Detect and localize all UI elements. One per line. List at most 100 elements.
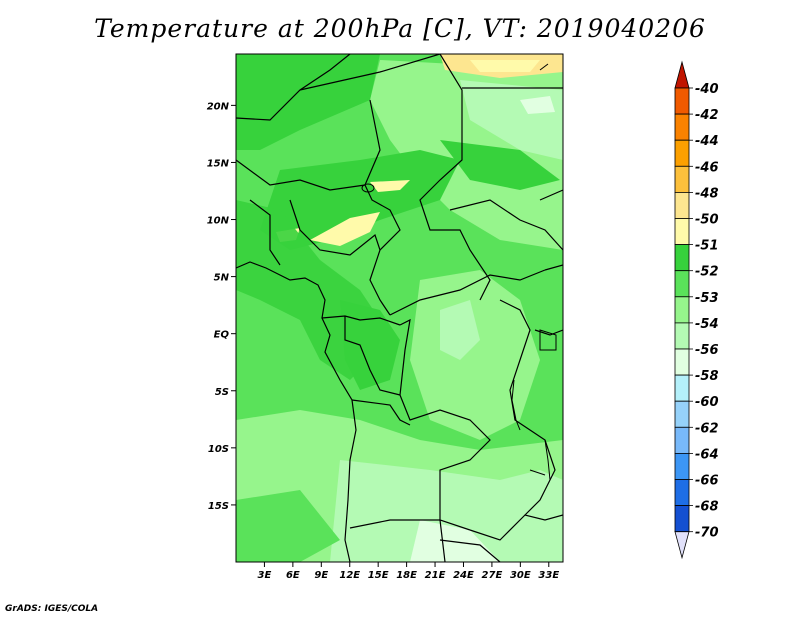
lon-tick-label: 33E bbox=[538, 570, 559, 581]
colorbar-swatch bbox=[674, 452, 690, 480]
lake-nasser bbox=[539, 63, 549, 71]
colorbar-label: -40 bbox=[695, 82, 719, 97]
lakes bbox=[361, 63, 557, 481]
border-niger-chad bbox=[364, 99, 401, 251]
field-east-pale bbox=[440, 300, 480, 360]
colorbar-swatch bbox=[674, 270, 690, 298]
colorbar-label: -50 bbox=[695, 213, 719, 228]
colorbar-label: -54 bbox=[695, 317, 719, 332]
colorbar-swatch bbox=[674, 296, 690, 324]
field-yellow-top-inner bbox=[470, 60, 540, 72]
border-mali-burkina-niger bbox=[236, 159, 366, 191]
colorbar-swatch bbox=[674, 191, 690, 219]
lat-tick-label: EQ bbox=[214, 330, 230, 341]
field-sahel-dark bbox=[260, 150, 460, 250]
colorbar-swatch bbox=[674, 348, 690, 376]
colorbar-top-arrow bbox=[674, 60, 690, 89]
colorbar: -40 -42 -44 -46 -48 -50 -51 -52 -53 -54 -56 -58 -60 -… bbox=[674, 60, 719, 560]
lat-tick-label: 20N bbox=[207, 101, 230, 112]
colorbar-label: -44 bbox=[695, 134, 719, 149]
colorbar-label: -56 bbox=[695, 343, 719, 358]
lon-tick-label: 18E bbox=[396, 570, 417, 581]
field-chad-dark bbox=[440, 140, 560, 190]
political-borders bbox=[236, 54, 563, 562]
colorbar-label: -51 bbox=[695, 239, 719, 254]
border-angola-north bbox=[351, 399, 411, 426]
colorbar-swatch bbox=[674, 165, 690, 193]
lon-tick-label: 15E bbox=[368, 570, 389, 581]
colorbar-swatch bbox=[674, 218, 690, 246]
field-n-dark bbox=[236, 54, 380, 150]
field-south-verypale bbox=[410, 520, 500, 562]
field-south-pale bbox=[330, 460, 563, 562]
field-ne-verypale bbox=[520, 96, 555, 114]
colorbar-label: -64 bbox=[695, 447, 719, 462]
temperature-field bbox=[236, 54, 563, 562]
field-yellow-patch-3 bbox=[370, 180, 410, 192]
border-sudan-south bbox=[449, 199, 563, 251]
border-car-congo bbox=[389, 269, 546, 316]
border-ethiopia bbox=[539, 189, 563, 201]
lon-tick-label: 12E bbox=[339, 570, 360, 581]
colorbar-label: -58 bbox=[695, 369, 719, 384]
colorbar-label: -53 bbox=[695, 291, 719, 306]
lat-tick-label: 5S bbox=[215, 387, 229, 398]
lon-tick-label: 24E bbox=[453, 570, 474, 581]
lat-tick-label: 5N bbox=[214, 273, 230, 284]
credit-text: GrADS: IGES/COLA bbox=[5, 604, 99, 614]
colorbar-label: -70 bbox=[695, 526, 719, 541]
colorbar-label: -52 bbox=[695, 265, 719, 280]
lat-tick-label: 10N bbox=[207, 216, 230, 227]
lake-kariba bbox=[529, 469, 546, 476]
border-drc bbox=[399, 318, 491, 531]
colorbar-bottom-arrow bbox=[674, 531, 690, 560]
colorbar-label: -66 bbox=[695, 474, 719, 489]
border-niger-libya bbox=[299, 54, 441, 91]
lon-tick-label: 27E bbox=[482, 570, 503, 581]
lat-tick-label: 15N bbox=[207, 158, 230, 169]
border-zambia-zimbabwe bbox=[469, 514, 563, 541]
field-yellow-patch-1 bbox=[310, 212, 380, 246]
latitude-axis: 20N 15N 10N 5N EQ 5S 10S 15S bbox=[207, 101, 236, 512]
colorbar-swatch bbox=[674, 139, 690, 167]
border-congo-gabon bbox=[344, 316, 401, 396]
colorbar-swatch bbox=[674, 322, 690, 350]
border-botswana-south bbox=[439, 539, 501, 562]
colorbar-swatch bbox=[674, 505, 690, 533]
colorbar-label: -42 bbox=[695, 108, 719, 123]
colorbar-swatch bbox=[674, 87, 690, 115]
colorbar-label: -48 bbox=[695, 186, 719, 201]
lake-tanganyika bbox=[511, 379, 521, 431]
lat-tick-label: 10S bbox=[208, 444, 229, 455]
lon-tick-label: 6E bbox=[286, 570, 300, 581]
lake-malawi bbox=[544, 439, 551, 481]
map-title: Temperature at 200hPa [C], VT: 201904020… bbox=[94, 14, 706, 43]
colorbar-swatch bbox=[674, 400, 690, 428]
colorbar-label: -46 bbox=[695, 160, 719, 175]
colorbar-swatch bbox=[674, 244, 690, 272]
border-namibia-botswana bbox=[439, 519, 446, 562]
border-nigeria-cameroon bbox=[289, 199, 391, 316]
border-west-africa bbox=[249, 199, 281, 266]
border-angola-namibia bbox=[349, 519, 440, 529]
colorbar-swatch bbox=[674, 479, 690, 507]
lon-tick-label: 9E bbox=[314, 570, 328, 581]
lake-victoria bbox=[539, 329, 557, 351]
lon-tick-label: 3E bbox=[258, 570, 272, 581]
lon-tick-label: 21E bbox=[425, 570, 446, 581]
field-congo-dark bbox=[340, 300, 400, 390]
colorbar-swatch bbox=[674, 113, 690, 141]
lon-tick-label: 30E bbox=[510, 570, 531, 581]
longitude-axis: 3E 6E 9E 12E 15E 18E 21E 24E 27E 30E 33E bbox=[258, 562, 559, 581]
map-frame bbox=[235, 53, 564, 563]
colorbar-swatch bbox=[674, 426, 690, 454]
colorbar-label: -60 bbox=[695, 395, 719, 410]
lake-chad bbox=[361, 183, 375, 193]
colorbar-swatch bbox=[674, 374, 690, 402]
colorbar-label: -62 bbox=[695, 421, 719, 436]
colorbar-label: -68 bbox=[695, 500, 719, 515]
lat-tick-label: 15S bbox=[208, 501, 229, 512]
border-chad bbox=[419, 54, 491, 301]
border-uganda bbox=[544, 264, 563, 271]
